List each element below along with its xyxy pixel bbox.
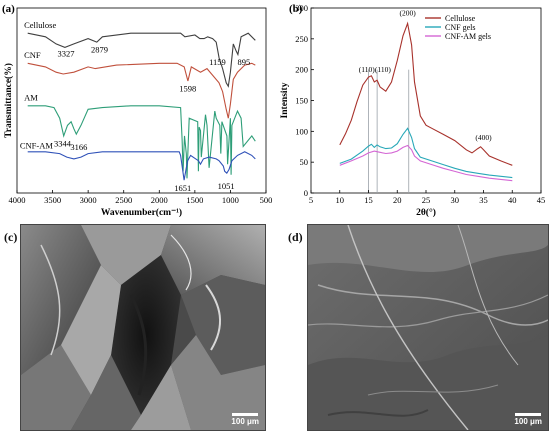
x-tick-label: 500 (260, 195, 273, 205)
annotation-label: (400) (475, 133, 492, 142)
x-tick-label: 40 (508, 195, 517, 205)
x-axis-label: 2θ(°) (416, 207, 436, 218)
legend-label: CNF-AM gels (445, 32, 491, 41)
y-tick-label: 50 (300, 157, 309, 167)
x-tick-label: 5 (309, 195, 313, 205)
annotation-label: (110) (375, 65, 391, 74)
x-tick-label: 30 (451, 195, 460, 205)
y-tick-label: 300 (295, 3, 308, 13)
annotation-label: 895 (238, 57, 251, 67)
xrd-chart: 5 10 15 20 25 30 35 40 45 0 50 100 150 200 250 300 (110)… (280, 3, 546, 218)
annotation-label: AM (24, 93, 38, 103)
x-tick-label: 1000 (222, 195, 239, 205)
annotation-label: CNF-AM (20, 140, 54, 150)
ftir-chart: 4000 3500 3000 2500 2000 1500 1000 500 Cellulose… (2, 3, 273, 218)
y-tick-label: 150 (295, 96, 308, 106)
x-tick-label: 2000 (151, 195, 168, 205)
y-tick-label: 250 (295, 34, 308, 44)
annotation-label: (110) (359, 65, 375, 74)
y-axis-label: Intensity (280, 82, 290, 118)
scale-bar-line (232, 413, 259, 416)
panel-label-a: (a) (2, 3, 15, 15)
x-tick-label: 10 (336, 195, 345, 205)
x-tick-label: 2500 (115, 195, 132, 205)
x-tick-label: 15 (364, 195, 373, 205)
panel-label-c: (c) (4, 230, 18, 244)
series-line-cnf-am (27, 151, 256, 181)
annotation-label: 1159 (209, 57, 226, 67)
series-line-cellulose (27, 32, 256, 88)
y-tick-label: 100 (295, 126, 308, 136)
x-tick-label: 35 (479, 195, 488, 205)
legend-label: CNF gels (445, 23, 475, 32)
y-axis-label: Transmittance(%) (3, 63, 14, 138)
x-tick-label: 3000 (80, 195, 97, 205)
annotation-label: 3327 (58, 48, 75, 58)
sem-texture-c (21, 225, 265, 430)
series-line-am (27, 105, 256, 179)
annotation-label: 3344 (54, 139, 72, 149)
annotation-label: 2879 (91, 45, 108, 55)
x-tick-label: 4000 (9, 195, 26, 205)
scale-bar-c: 100 μm (231, 413, 259, 426)
panel-label-d: (d) (288, 230, 303, 244)
annotation-label: CNF (24, 50, 41, 60)
y-tick-label: 0 (304, 188, 308, 198)
x-tick-label: 20 (393, 195, 402, 205)
x-tick-label: 45 (537, 195, 546, 205)
annotation-label: Cellulose (24, 20, 56, 30)
scale-bar-line (515, 413, 542, 416)
series-line-cnf-gels (339, 127, 513, 179)
x-tick-label: 1500 (186, 195, 203, 205)
series-line-cellulose (339, 21, 513, 166)
sem-texture-d (308, 225, 548, 430)
scale-bar-label: 100 μm (231, 417, 259, 426)
annotation-label: 3166 (70, 142, 87, 152)
sem-image-c: 100 μm (20, 224, 266, 431)
x-tick-label: 25 (422, 195, 431, 205)
panel-label-b: (b) (289, 3, 303, 15)
scale-bar-label: 100 μm (514, 417, 542, 426)
x-axis-label: Wavenumber(cm⁻¹) (101, 207, 182, 218)
series-line-cnf-am-gels (339, 144, 513, 182)
series-line-cnf (27, 62, 256, 119)
annotation-label: (200) (399, 8, 416, 17)
legend-label: Cellulose (445, 14, 476, 23)
scale-bar-d: 100 μm (514, 413, 542, 426)
annotation-label: 1598 (179, 84, 196, 94)
y-tick-label: 200 (295, 65, 308, 75)
annotation-label: 1651 (174, 183, 191, 193)
plot-frame (16, 7, 267, 194)
annotation-label: 1051 (218, 181, 235, 191)
sem-image-d: 100 μm (307, 224, 549, 431)
x-tick-label: 3500 (44, 195, 61, 205)
